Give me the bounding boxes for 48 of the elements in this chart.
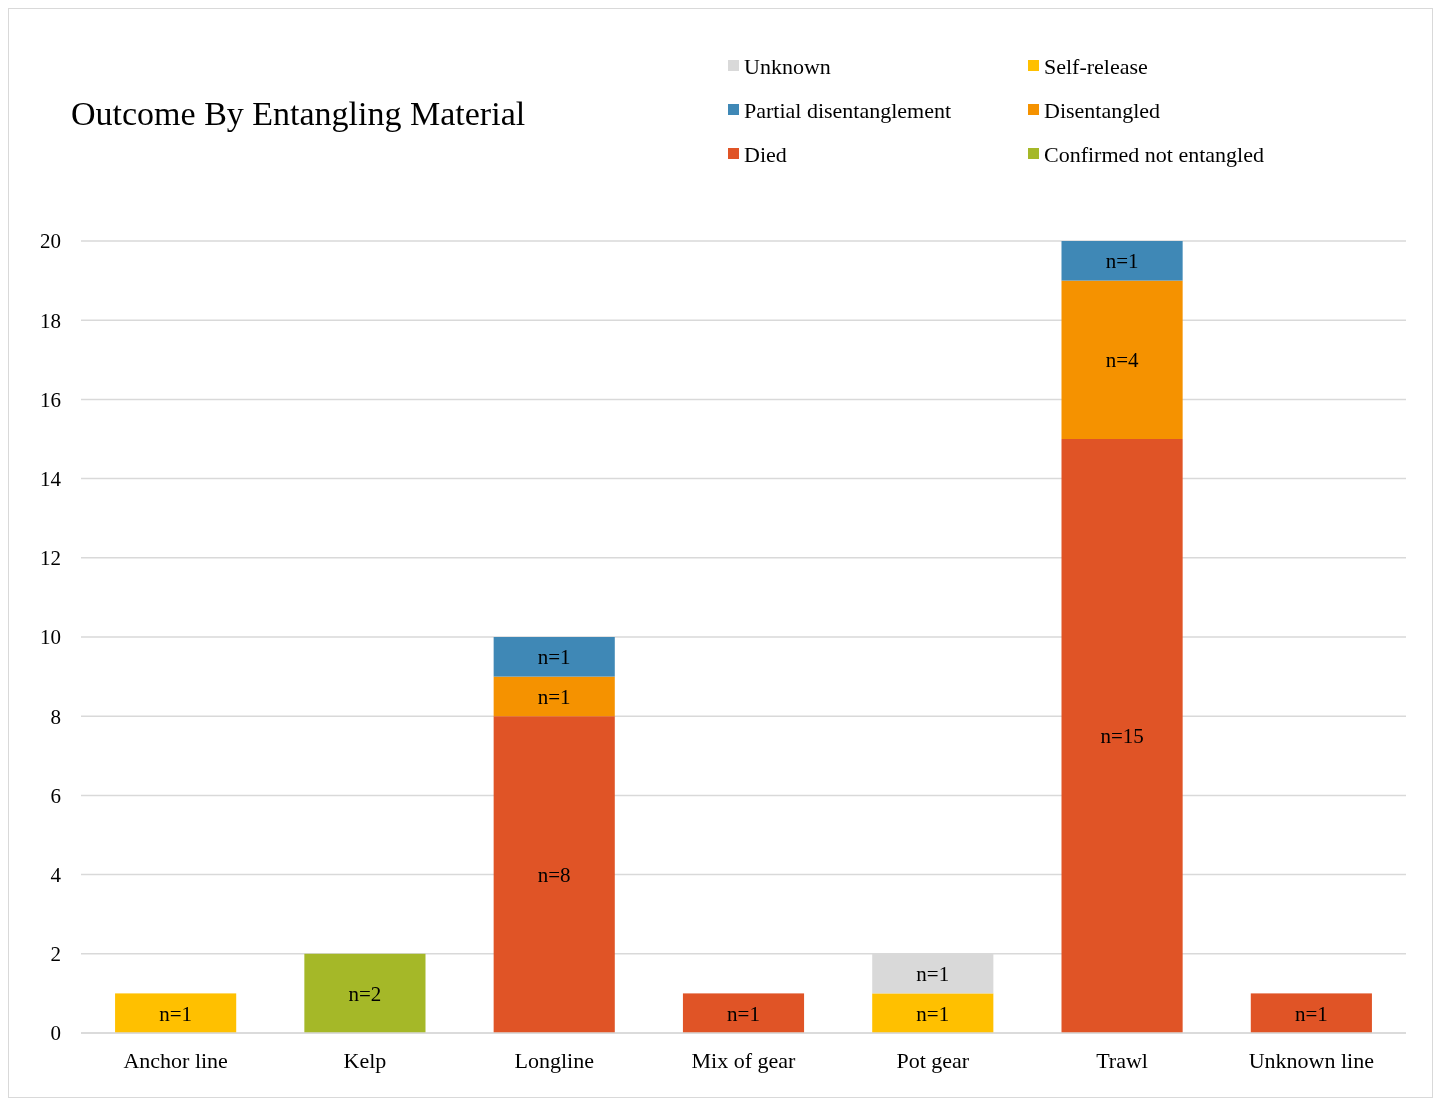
bar [1250, 993, 1372, 1033]
data-label: n=1 [1105, 249, 1139, 274]
bar [304, 953, 426, 1033]
legend-label: Died [744, 141, 787, 167]
bar [682, 993, 805, 1033]
x-tick-label: Anchor line [123, 1048, 228, 1073]
bar [1061, 439, 1183, 1033]
legend-label: Unknown [744, 53, 831, 79]
x-tick-label: Longline [514, 1048, 594, 1073]
y-tick-label: 2 [50, 942, 61, 967]
x-tick-label: Trawl [1096, 1048, 1148, 1073]
data-label: n=1 [537, 645, 571, 670]
data-label: n=1 [727, 1001, 760, 1026]
x-tick-label: Mix of gear [691, 1048, 797, 1073]
bar [872, 993, 994, 1033]
x-tick-label: Kelp [343, 1048, 387, 1073]
y-tick-label: 8 [50, 704, 61, 729]
y-tick-label: 4 [50, 862, 62, 887]
bar [1061, 280, 1183, 439]
data-label: n=1 [916, 1001, 950, 1026]
legend-label: Disentangled [1044, 97, 1161, 123]
data-label: n=1 [1294, 1001, 1328, 1026]
legend-label: Partial disentanglement [744, 97, 952, 123]
y-tick-label: 20 [40, 229, 61, 254]
data-label: n=1 [537, 684, 571, 709]
legend-label: Self-release [1044, 53, 1148, 79]
y-tick-label: 10 [40, 625, 61, 650]
bar [493, 716, 615, 1033]
data-label: n=8 [537, 862, 571, 887]
bar [1061, 241, 1183, 281]
chart-title: Outcome By Entangling Material [71, 95, 526, 132]
y-tick-label: 6 [50, 783, 61, 808]
y-tick-label: 0 [50, 1021, 61, 1046]
y-tick-label: 12 [40, 546, 61, 571]
y-tick-label: 16 [40, 387, 61, 412]
data-label: n=4 [1105, 348, 1139, 373]
data-label: n=1 [916, 961, 950, 986]
bar [493, 676, 615, 717]
bar [115, 993, 237, 1033]
x-tick-label: Unknown line [1248, 1048, 1374, 1073]
y-tick-label: 18 [40, 308, 61, 333]
data-label: n=2 [348, 981, 382, 1006]
data-label: n=1 [159, 1001, 193, 1026]
bar [493, 637, 615, 677]
legend-label: Confirmed not entangled [1044, 141, 1264, 167]
y-tick-label: 14 [40, 466, 62, 491]
data-label: n=15 [1100, 724, 1144, 749]
x-tick-label: Pot gear [896, 1048, 970, 1073]
